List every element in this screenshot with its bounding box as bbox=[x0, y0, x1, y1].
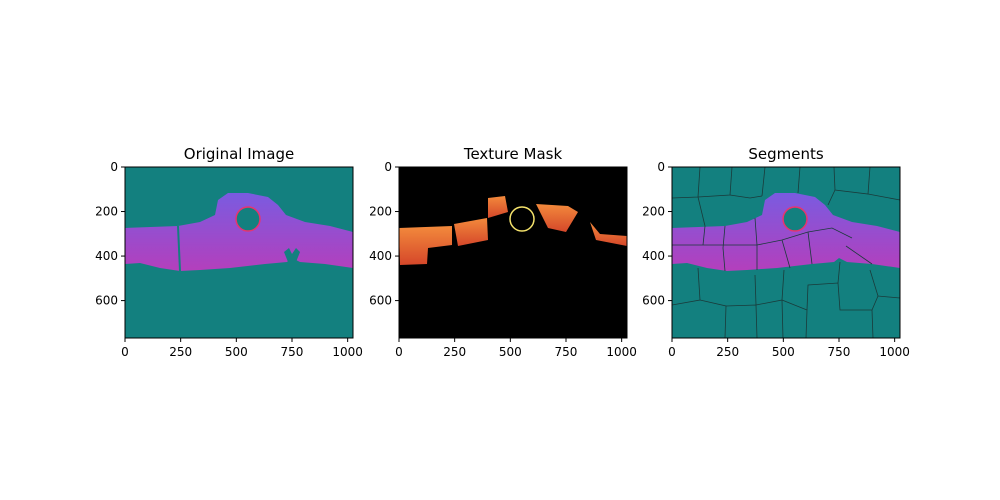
x-tick-label: 250 bbox=[169, 345, 192, 359]
x-tick-label: 500 bbox=[772, 345, 795, 359]
x-tick-label: 750 bbox=[281, 345, 304, 359]
x-tick-label: 0 bbox=[395, 345, 403, 359]
panel-title: Texture Mask bbox=[463, 145, 563, 163]
panel-original: Original Image bbox=[124, 145, 354, 339]
y-tick-label: 200 bbox=[642, 205, 665, 219]
texture-center bbox=[488, 196, 508, 218]
highlight-circle bbox=[509, 206, 535, 232]
x-tick-label: 250 bbox=[443, 345, 466, 359]
x-tick-label: 0 bbox=[668, 345, 676, 359]
tick-layer: 0 250 500 750 1000 0 200 400 600 0 250 500 750 1000 0 2… bbox=[95, 160, 910, 359]
x-tick-label: 500 bbox=[225, 345, 248, 359]
texture-mid-right bbox=[536, 204, 578, 232]
x-tick-label: 1000 bbox=[606, 345, 637, 359]
x-tick-label: 1000 bbox=[332, 345, 363, 359]
y-tick-label: 0 bbox=[657, 160, 665, 174]
crack bbox=[177, 225, 181, 272]
y-tick-label: 0 bbox=[384, 160, 392, 174]
highlight-circle bbox=[235, 206, 261, 232]
segment-boundaries bbox=[671, 166, 901, 339]
y-tick-label: 200 bbox=[369, 205, 392, 219]
panel-title: Original Image bbox=[184, 145, 294, 163]
x-tick-label: 250 bbox=[716, 345, 739, 359]
axes-frame bbox=[671, 166, 901, 339]
panel-segments: Segments bbox=[671, 145, 901, 339]
y-tick-label: 600 bbox=[95, 294, 118, 308]
notch bbox=[284, 248, 300, 262]
x-tick-label: 1000 bbox=[879, 345, 910, 359]
x-tick-label: 500 bbox=[499, 345, 522, 359]
axes-frame bbox=[398, 166, 628, 339]
panel-title: Segments bbox=[748, 145, 824, 163]
x-tick-label: 750 bbox=[555, 345, 578, 359]
y-tick-label: 0 bbox=[110, 160, 118, 174]
y-tick-label: 400 bbox=[95, 249, 118, 263]
purple-region bbox=[672, 193, 900, 271]
x-tick-label: 750 bbox=[828, 345, 851, 359]
y-tick-label: 600 bbox=[369, 294, 392, 308]
y-tick-label: 200 bbox=[95, 205, 118, 219]
texture-mid-left bbox=[454, 218, 488, 246]
y-tick-label: 600 bbox=[642, 294, 665, 308]
y-tick-label: 400 bbox=[642, 249, 665, 263]
panel-mask: Texture Mask bbox=[398, 145, 628, 339]
x-tick-label: 0 bbox=[121, 345, 129, 359]
texture-left bbox=[399, 226, 452, 265]
y-tick-label: 400 bbox=[369, 249, 392, 263]
texture-right bbox=[590, 222, 627, 246]
image-background bbox=[399, 167, 627, 338]
highlight-circle bbox=[782, 206, 808, 232]
axes-frame bbox=[124, 166, 354, 339]
